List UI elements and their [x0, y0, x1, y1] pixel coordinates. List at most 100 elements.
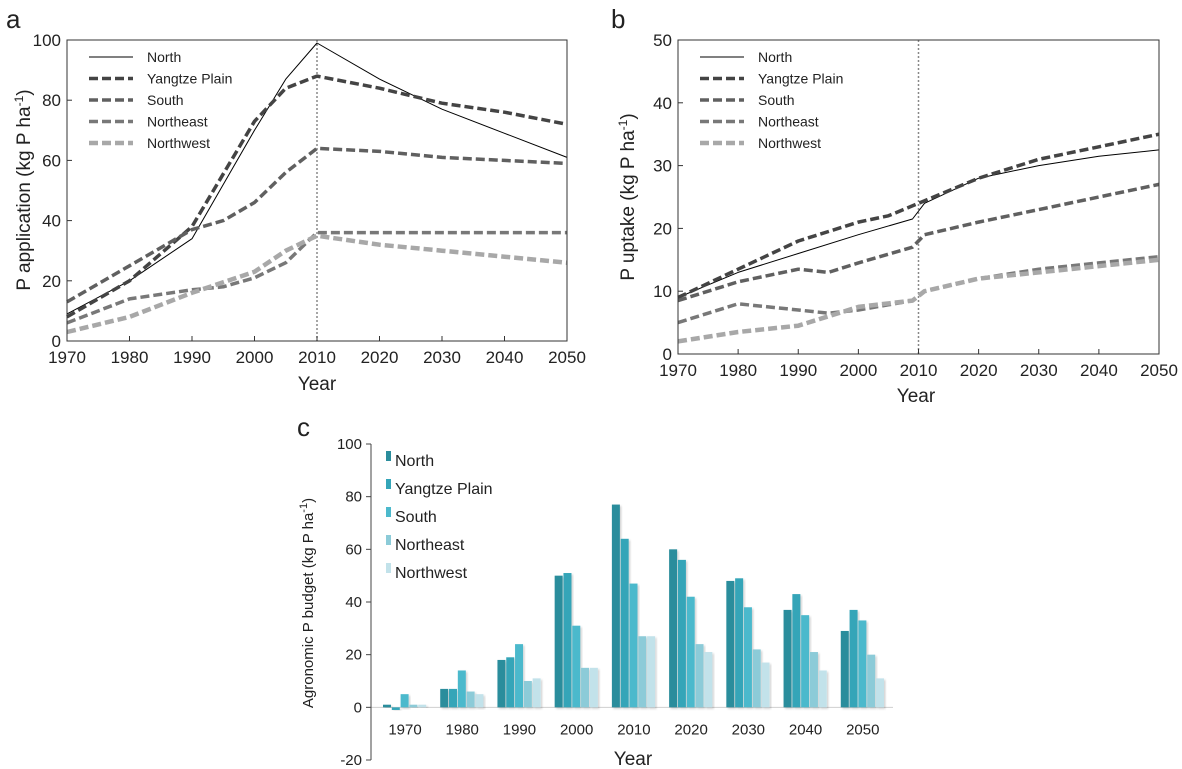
c-ytick-label: 80	[345, 489, 362, 506]
c-ytick-label: 20	[345, 647, 362, 664]
panel-a-legend: North Yangtze Plain South Northeast Northwes…	[89, 49, 232, 151]
panel-a-ylabel-end: )	[14, 89, 35, 95]
c-bar-northeast-1970	[409, 704, 418, 708]
c-bar-northeast-2000	[581, 667, 590, 708]
c-bar-northeast-2010	[638, 636, 647, 708]
b-xtick-label: 1980	[719, 361, 757, 380]
a-xtick-label: 2040	[486, 348, 524, 367]
a-legend-label-north: North	[147, 49, 181, 65]
b-legend-label-north: North	[758, 49, 792, 65]
panel-c-ylabel-main: Agronomic P budget (kg P ha	[300, 512, 317, 708]
c-bar-northwest-2010	[647, 636, 656, 708]
b-legend-label-northwest: Northwest	[758, 135, 821, 151]
c-bar-north-2040	[783, 609, 792, 708]
c-bar-north-2030	[726, 580, 735, 708]
c-ytick-label: 60	[345, 541, 362, 558]
c-bar-northeast-2030	[752, 649, 761, 708]
a-xtick-label: 1970	[48, 348, 86, 367]
c-bar-yangtze-plain-2020	[677, 559, 686, 708]
b-xtick-label: 1970	[659, 361, 697, 380]
c-bar-northwest-2050	[875, 678, 884, 708]
c-bar-yangtze-plain-1970	[391, 707, 400, 710]
c-bar-south-2000	[572, 625, 581, 708]
c-bar-northwest-2040	[818, 670, 827, 708]
a-series-line-yangtze-plain	[66, 74, 568, 319]
panel-b-ylabel-sup: -1	[616, 119, 630, 130]
c-bar-yangtze-plain-1980	[449, 688, 458, 708]
c-bar-south-2020	[686, 596, 695, 708]
a-series-line-north	[66, 42, 568, 315]
c-bar-northwest-2030	[761, 662, 770, 708]
panel-c-xlabel: Year	[614, 749, 653, 769]
c-bar-northeast-1980	[466, 691, 475, 708]
b-legend-label-south: South	[758, 92, 795, 108]
b-ytick-label: 30	[653, 157, 672, 176]
a-legend-label-south: South	[147, 92, 184, 108]
c-bar-south-2010	[629, 583, 638, 708]
c-xtick-label: 1990	[503, 721, 536, 738]
c-ytick-label: 0	[354, 699, 362, 716]
c-bar-northwest-1990	[532, 678, 541, 708]
a-legend-label-northwest: Northwest	[147, 135, 210, 151]
b-legend-label-northeast: Northeast	[758, 114, 819, 130]
a-ytick-label: 60	[42, 151, 61, 170]
a-legend-label-northeast: Northeast	[147, 114, 208, 130]
a-xtick-label: 2020	[361, 348, 399, 367]
c-bar-yangtze-plain-2040	[792, 594, 801, 708]
panel-a-ylabel: P application (kg P ha-1)	[12, 89, 35, 290]
c-bar-north-1990	[497, 659, 506, 708]
c-xtick-label: 2030	[732, 721, 765, 738]
panel-b-ylabel-end: )	[618, 113, 639, 119]
c-xtick-label: 1970	[388, 721, 421, 738]
panel-a-ylabel-sup: -1	[12, 95, 26, 106]
b-series-line-northwest	[677, 257, 1160, 344]
c-bar-north-2000	[554, 575, 563, 708]
c-legend-swatch-yangtze-plain	[386, 479, 391, 489]
b-ytick-label: 0	[663, 345, 672, 364]
c-bar-north-2050	[840, 630, 849, 708]
panel-b-ylabel: P uptake (kg P ha-1)	[616, 113, 639, 280]
b-legend-label-yangtze-plain: Yangtze Plain	[758, 71, 843, 87]
b-series-line-yangtze-plain	[677, 132, 1160, 300]
b-xtick-label: 2020	[960, 361, 998, 380]
c-bar-yangtze-plain-2050	[849, 609, 858, 708]
c-xtick-label: 2040	[789, 721, 822, 738]
panel-c-ylabel: Agronomic P budget (kg P ha-1)	[298, 498, 317, 708]
c-legend-label-northeast: Northeast	[395, 537, 465, 554]
c-legend-swatch-south	[386, 507, 391, 517]
c-legend-swatch-northwest	[386, 563, 391, 573]
c-xtick-label: 2020	[674, 721, 707, 738]
panel-c-label: c	[297, 412, 310, 442]
c-legend-label-yangtze-plain: Yangtze Plain	[395, 481, 493, 498]
a-xtick-label: 2050	[548, 348, 586, 367]
b-xtick-label: 1990	[779, 361, 817, 380]
c-bar-north-2020	[669, 549, 678, 708]
c-bar-south-1980	[457, 670, 466, 708]
a-ytick-label: 80	[42, 91, 61, 110]
panel-c-ylabel-sup: -1	[298, 503, 310, 513]
c-xtick-label: 2010	[617, 721, 650, 738]
c-ytick-label: 100	[337, 436, 362, 453]
b-xtick-label: 2040	[1080, 361, 1118, 380]
b-xtick-label: 2000	[839, 361, 877, 380]
b-xtick-label: 2030	[1020, 361, 1058, 380]
c-bar-south-1970	[400, 694, 409, 708]
c-xtick-label: 2000	[560, 721, 593, 738]
c-bar-northeast-2050	[867, 654, 876, 708]
b-series-line-south	[677, 182, 1160, 303]
a-ytick-label: 100	[33, 31, 61, 50]
c-ytick-label: -20	[340, 752, 362, 769]
b-xtick-label: 2050	[1140, 361, 1178, 380]
a-series-line-south	[66, 146, 568, 304]
c-bar-north-2010	[611, 504, 620, 708]
c-bar-northwest-1970	[418, 704, 427, 708]
c-bar-northwest-2020	[704, 652, 713, 708]
panel-a-ylabel-main: P application (kg P ha	[14, 106, 35, 291]
panel-b-line-chart: 1970 1980 1990 2000 2010 2020 2030 2040 2050 010…	[616, 31, 1178, 407]
c-xtick-label: 2050	[846, 721, 879, 738]
panel-a-label: a	[6, 4, 21, 34]
b-ytick-label: 20	[653, 219, 672, 238]
c-bar-northwest-1980	[475, 694, 484, 708]
panel-c-bar-chart: 1970 1980 1990 2000 2010 2020 2030 2040 2050 -20…	[298, 436, 893, 769]
c-bar-northeast-1990	[523, 681, 532, 708]
